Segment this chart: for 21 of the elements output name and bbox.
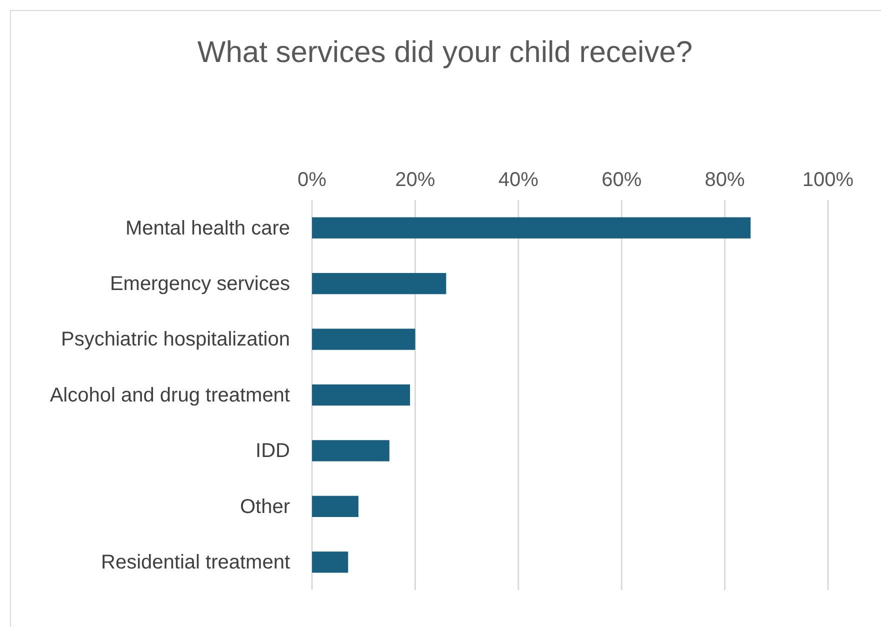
bar	[312, 384, 410, 406]
x-tick-label: 20%	[395, 169, 436, 191]
y-tick-label: Emergency services	[110, 272, 290, 295]
chart-title: What services did your child receive?	[197, 36, 693, 69]
y-tick-label: Mental health care	[125, 217, 290, 240]
y-tick-label: Alcohol and drug treatment	[50, 384, 290, 406]
y-tick-label: Psychiatric hospitalization	[61, 328, 290, 351]
x-tick-label: 80%	[704, 169, 746, 191]
bar	[312, 440, 390, 462]
bar	[312, 328, 416, 350]
x-tick-label: 100%	[802, 169, 854, 191]
bar	[312, 272, 446, 294]
x-tick-label: 0%	[298, 169, 327, 191]
bar	[312, 217, 751, 238]
y-tick-label: Other	[240, 496, 290, 518]
y-tick-label: Residential treatment	[101, 552, 290, 574]
x-tick-label: 60%	[602, 169, 642, 191]
x-tick-label: 40%	[498, 169, 539, 191]
bar	[312, 552, 348, 573]
y-tick-label: IDD	[256, 440, 290, 462]
bar	[312, 496, 358, 518]
